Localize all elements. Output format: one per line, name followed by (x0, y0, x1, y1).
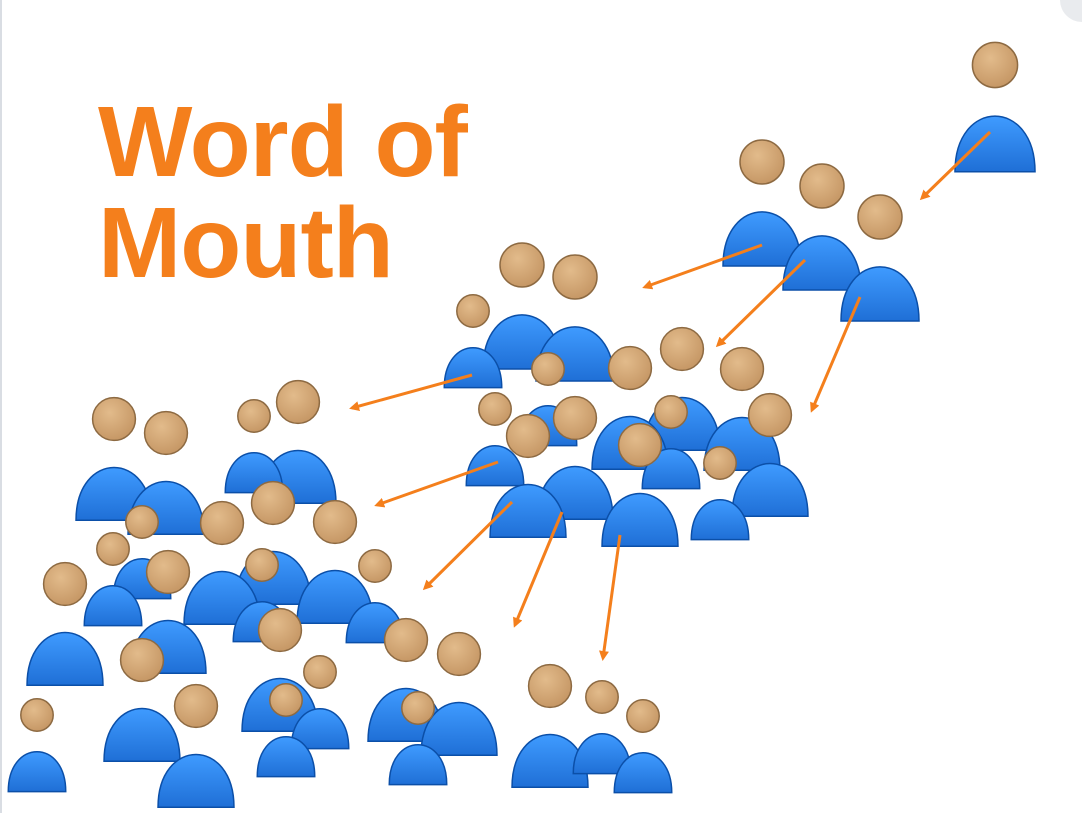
person-icon (7, 698, 67, 793)
person-head (499, 242, 545, 288)
person-head (358, 549, 392, 583)
person-icon (511, 663, 589, 789)
person-icon (157, 683, 235, 809)
arrow-icon (642, 243, 763, 290)
person-head (125, 505, 159, 539)
person-body (388, 744, 448, 786)
person-head (383, 617, 429, 663)
person-icon (954, 41, 1036, 173)
headline: Word of Mouth (98, 86, 468, 299)
person-head (145, 549, 191, 595)
person-head (456, 294, 490, 328)
person-head (436, 631, 482, 677)
person-icon (601, 422, 679, 548)
person-head (237, 399, 271, 433)
person-body (83, 585, 143, 627)
person-body (601, 493, 679, 548)
arrow-icon (715, 258, 807, 348)
person-icon (183, 500, 261, 626)
person-head (857, 194, 903, 240)
person-head (617, 422, 663, 468)
person-head (143, 410, 189, 456)
person-head (659, 326, 705, 372)
person-icon (83, 532, 143, 627)
arrow-icon (374, 460, 499, 508)
person-body (489, 484, 567, 539)
person-head (96, 532, 130, 566)
person-head (703, 446, 737, 480)
arrow-icon (599, 534, 622, 661)
arrow-icon (919, 130, 992, 201)
person-icon (420, 631, 498, 757)
person-body (157, 754, 235, 809)
person-head (552, 254, 598, 300)
arrow-icon (513, 511, 564, 628)
person-head (626, 699, 660, 733)
person-icon (731, 392, 809, 518)
person-head (505, 413, 551, 459)
person-head (250, 480, 296, 526)
person-icon (75, 396, 153, 522)
person-head (478, 392, 512, 426)
person-body (256, 736, 316, 778)
person-icon (224, 399, 284, 494)
person-body (690, 499, 750, 541)
arrow-icon (349, 373, 473, 411)
person-head (257, 607, 303, 653)
person-icon (536, 395, 614, 521)
person-icon (722, 139, 802, 267)
person-body (731, 463, 809, 518)
person-icon (489, 413, 567, 539)
person-body (465, 445, 525, 487)
person-head (269, 683, 303, 717)
person-head (199, 500, 245, 546)
person-body (420, 702, 498, 757)
person-icon (256, 683, 316, 778)
person-icon (572, 680, 632, 775)
person-body (290, 708, 350, 750)
person-head (531, 352, 565, 386)
person-icon (103, 637, 181, 763)
arrow-icon (810, 296, 862, 413)
person-head (401, 691, 435, 725)
frame-edge (0, 0, 2, 813)
headline-line-1: Word of (98, 86, 468, 198)
person-icon (26, 561, 104, 687)
headline-line-2: Mouth (98, 187, 394, 299)
person-head (739, 139, 785, 185)
person-icon (290, 655, 350, 750)
person-head (312, 499, 358, 545)
person-head (552, 395, 598, 441)
person-icon (782, 163, 862, 291)
person-head (245, 548, 279, 582)
person-head (607, 345, 653, 391)
person-head (747, 392, 793, 438)
person-icon (465, 392, 525, 487)
person-body (103, 708, 181, 763)
person-body (840, 266, 920, 322)
person-head (42, 561, 88, 607)
person-icon (613, 699, 673, 794)
person-icon (388, 691, 448, 786)
person-icon (690, 446, 750, 541)
person-head (527, 663, 573, 709)
person-head (303, 655, 337, 689)
person-head (719, 346, 765, 392)
person-body (26, 632, 104, 687)
person-head (654, 395, 688, 429)
person-head (971, 41, 1019, 89)
person-icon (840, 194, 920, 322)
person-head (799, 163, 845, 209)
person-head (119, 637, 165, 683)
person-body (613, 752, 673, 794)
person-head (173, 683, 219, 729)
arrow-icon (422, 500, 514, 591)
person-body (954, 115, 1036, 173)
person-head (275, 379, 321, 425)
person-head (20, 698, 54, 732)
person-head (585, 680, 619, 714)
person-head (91, 396, 137, 442)
person-body (7, 751, 67, 793)
